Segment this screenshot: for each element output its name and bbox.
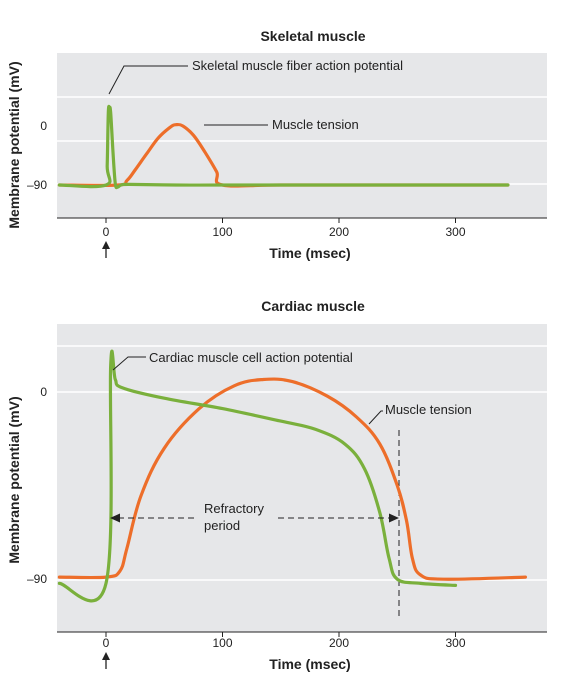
cardiac-x-ticks: 0 100 200 300 — [103, 632, 466, 650]
x-tick-label: 100 — [212, 225, 232, 239]
muscle-tension-line — [57, 377, 527, 581]
x-tick-label: 0 — [103, 636, 110, 650]
skeletal-title: Skeletal muscle — [260, 28, 365, 44]
skeletal-series — [57, 104, 510, 190]
x-tick-label: 0 — [103, 225, 110, 239]
skeletal-y-axis-label: Membrane potential (mV) — [6, 61, 22, 228]
cardiac-panel: Cardiac muscle 0 100 200 300 0 –90 Time (mse… — [6, 298, 547, 672]
x-tick-label: 300 — [445, 636, 465, 650]
y-tick-label: 0 — [40, 385, 47, 399]
x-tick-label: 100 — [212, 636, 232, 650]
cardiac-stimulus-arrow — [102, 652, 110, 669]
refractory-label-line1: Refractory — [204, 501, 264, 516]
refractory-label-line2: period — [204, 518, 240, 533]
skeletal-x-axis-label: Time (msec) — [269, 245, 350, 261]
cardiac-plot-area — [57, 324, 547, 632]
skeletal-stimulus-arrow — [102, 241, 110, 258]
action-potential-line — [57, 349, 458, 603]
skeletal-ap-label: Skeletal muscle fiber action potential — [192, 58, 403, 73]
cardiac-y-axis-label: Membrane potential (mV) — [6, 396, 22, 563]
y-tick-label: 0 — [40, 119, 47, 133]
skeletal-y-ticks: 0 –90 — [27, 119, 47, 192]
stimulus-arrow-head — [102, 241, 110, 249]
skeletal-tension-label: Muscle tension — [272, 117, 359, 132]
cardiac-x-axis-label: Time (msec) — [269, 656, 350, 672]
x-tick-label: 300 — [445, 225, 465, 239]
action-potential-line — [57, 104, 510, 190]
skeletal-ap-leader-line — [108, 65, 188, 95]
cardiac-tension-leader-line — [368, 410, 383, 425]
x-tick-label: 200 — [329, 225, 349, 239]
cardiac-ap-leader-line — [112, 356, 146, 371]
cardiac-y-ticks: 0 –90 — [27, 385, 47, 586]
y-tick-label: –90 — [27, 178, 47, 192]
cardiac-title: Cardiac muscle — [261, 298, 365, 314]
skeletal-plot-area — [57, 53, 547, 218]
stimulus-arrow-head — [102, 652, 110, 660]
cardiac-series — [57, 349, 527, 603]
refractory-label-bg — [198, 498, 276, 536]
x-tick-label: 200 — [329, 636, 349, 650]
refractory-period-arrow — [110, 513, 399, 523]
cardiac-ap-label: Cardiac muscle cell action potential — [149, 350, 353, 365]
y-tick-label: –90 — [27, 572, 47, 586]
cardiac-tension-label: Muscle tension — [385, 402, 472, 417]
skeletal-x-ticks: 0 100 200 300 — [103, 218, 466, 239]
skeletal-panel: Skeletal muscle 0 100 200 300 0 –90 Time (ms… — [6, 28, 547, 261]
